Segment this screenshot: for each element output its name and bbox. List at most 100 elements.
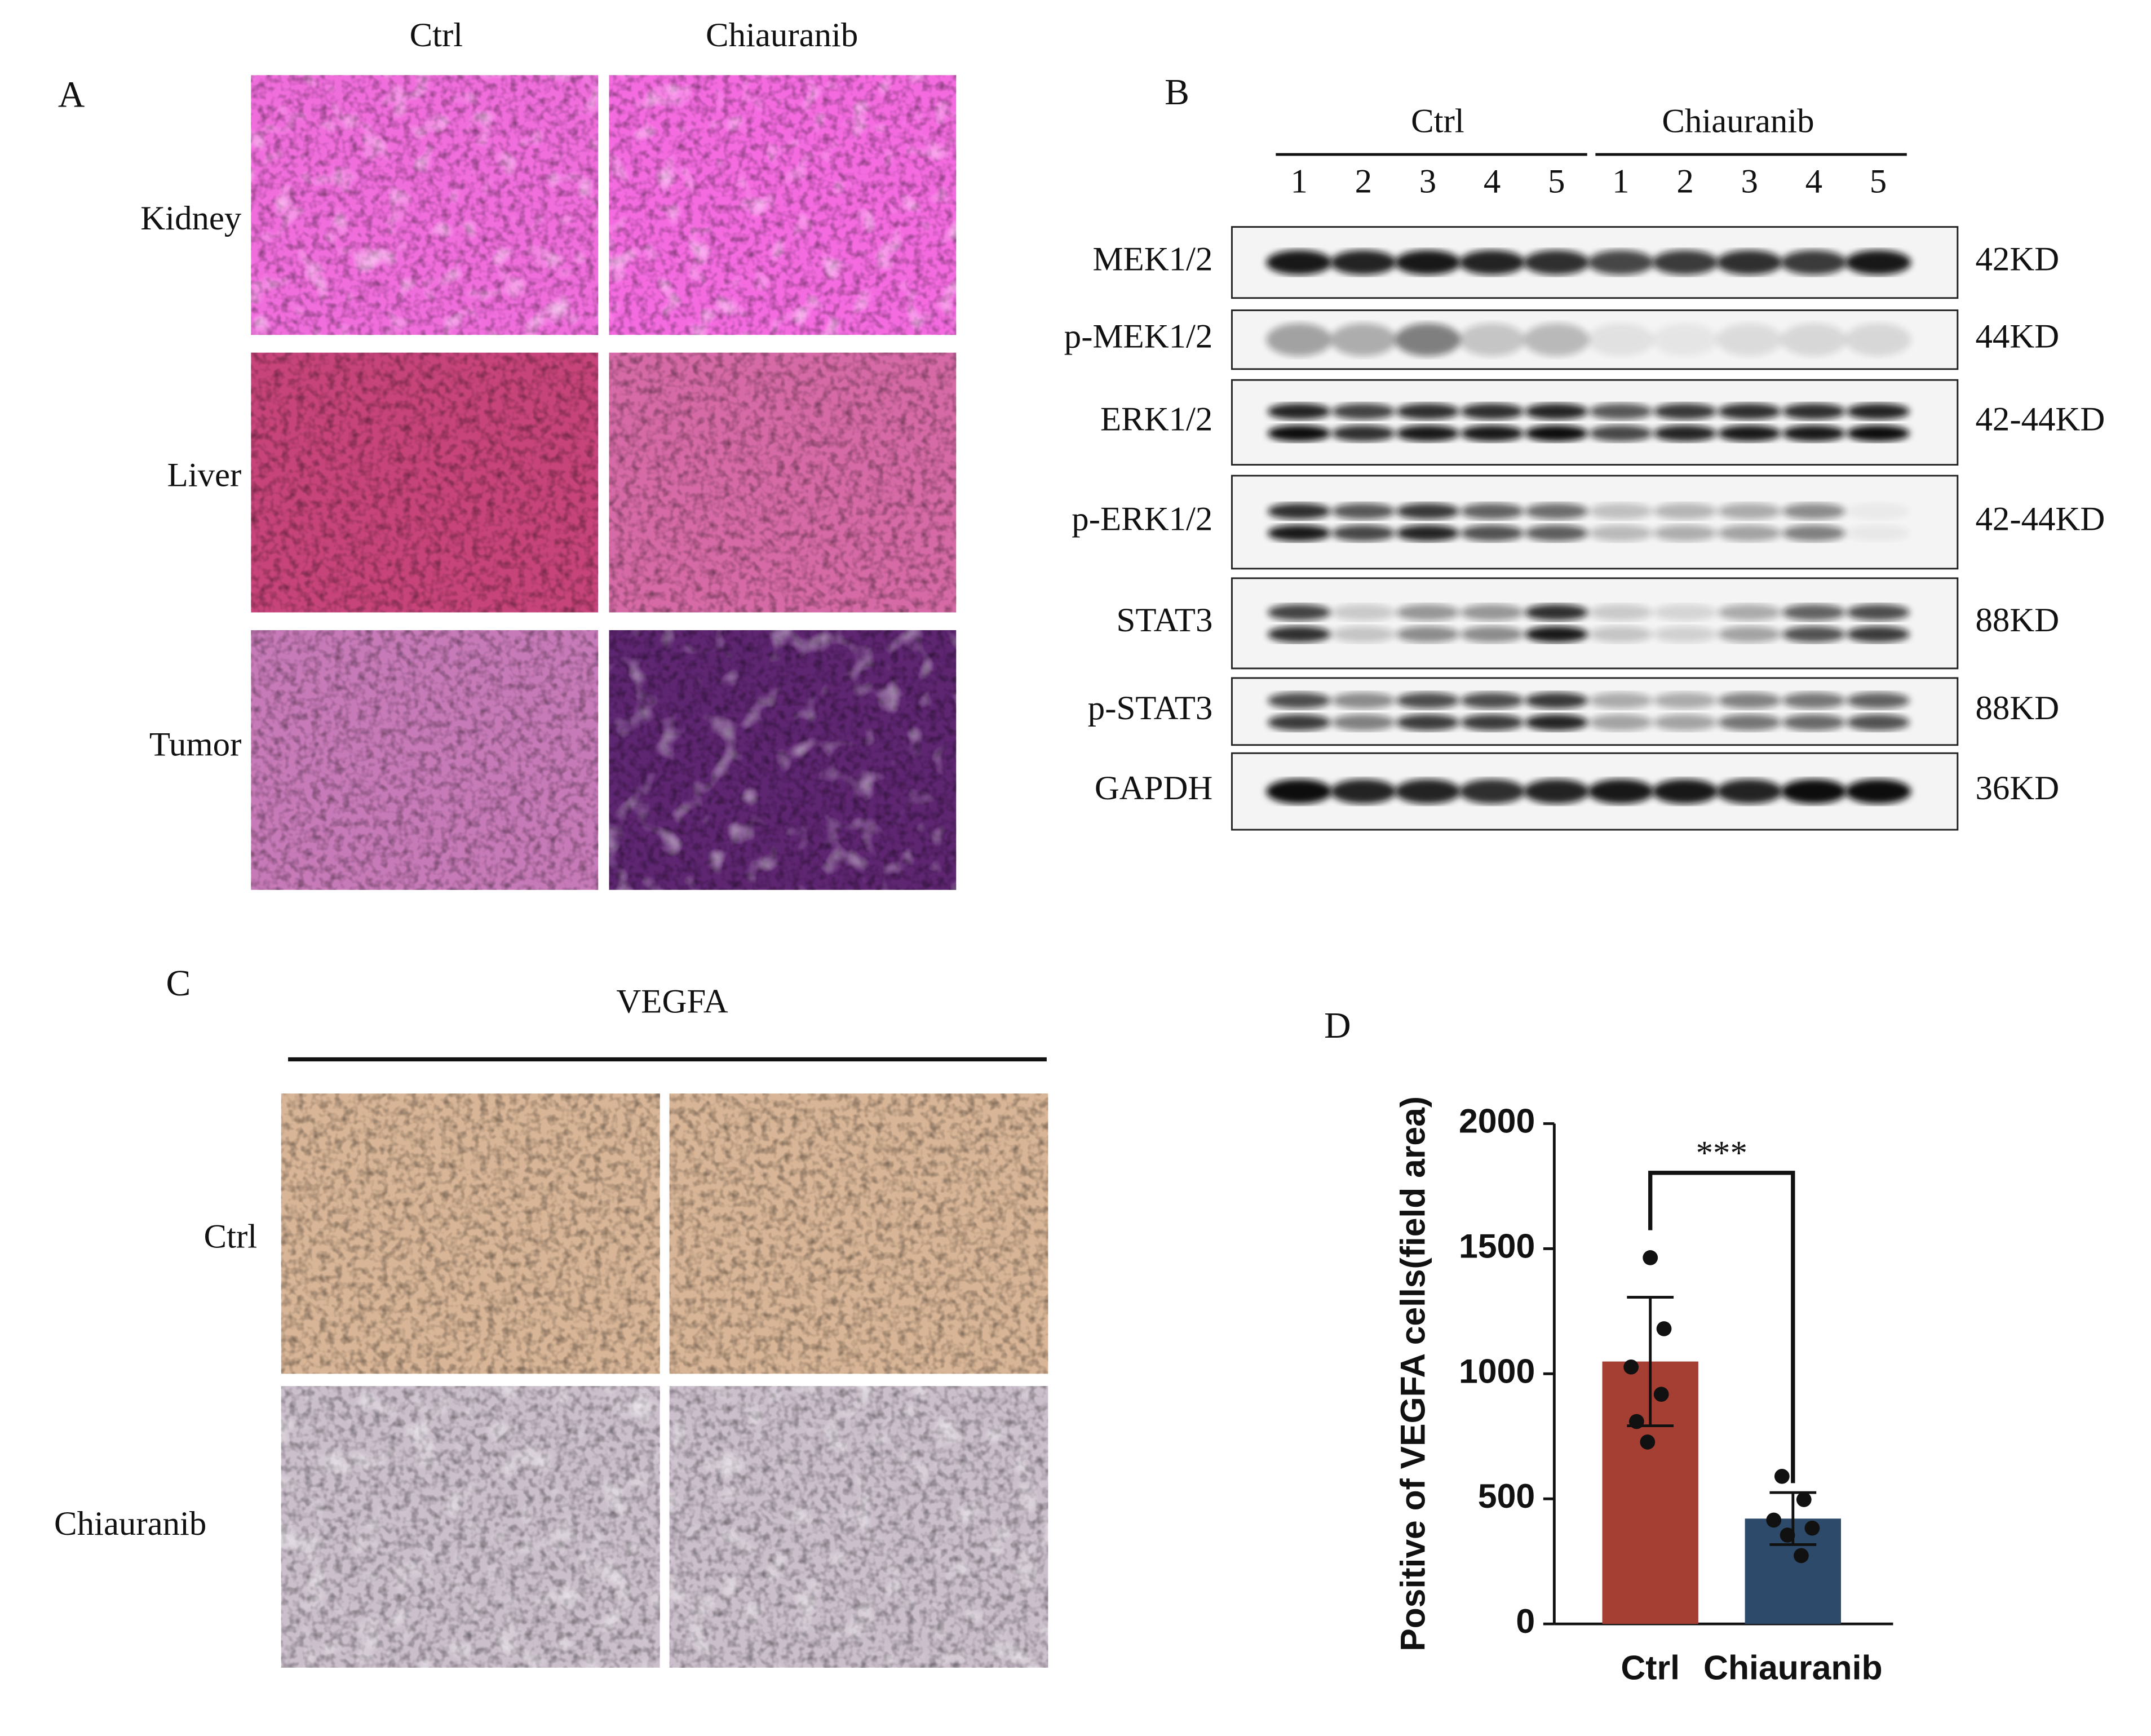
protein-label: STAT3	[1117, 601, 1213, 639]
blot-band	[1459, 250, 1525, 275]
lane-number: 3	[1741, 162, 1758, 200]
blot-band	[1267, 503, 1331, 520]
blot-band	[1589, 403, 1653, 420]
band-size: 88KD	[1975, 601, 2059, 639]
blot-band	[1718, 692, 1781, 709]
band-size: 42KD	[1975, 241, 2059, 278]
row-label: Liver	[167, 457, 242, 494]
band-size: 44KD	[1975, 318, 2059, 356]
row-label: Tumor	[149, 726, 241, 764]
blot-band	[1718, 503, 1781, 520]
blot-band	[1845, 323, 1911, 356]
data-point	[1766, 1512, 1782, 1528]
blot-band	[1589, 626, 1653, 643]
blot-band	[1396, 692, 1459, 709]
data-point	[1774, 1468, 1790, 1484]
micrograph-holes	[609, 630, 957, 890]
blot-band	[1523, 250, 1590, 275]
blot-band	[1395, 323, 1461, 356]
data-point	[1796, 1492, 1812, 1507]
column-header: Ctrl	[410, 16, 463, 54]
blot-band	[1460, 604, 1524, 621]
blot-band	[1395, 779, 1461, 804]
blot-band	[1652, 323, 1718, 356]
blot-band	[1525, 525, 1588, 542]
blot-band	[1396, 604, 1459, 621]
data-point	[1628, 1414, 1644, 1429]
blot-band	[1331, 604, 1395, 621]
data-point	[1804, 1520, 1820, 1536]
blot-band	[1589, 525, 1653, 542]
data-point	[1640, 1434, 1656, 1450]
blot-band	[1396, 403, 1459, 420]
blot-band	[1460, 525, 1524, 542]
protein-label: p-ERK1/2	[1072, 500, 1212, 538]
blot-band	[1653, 525, 1717, 542]
blot-band	[1782, 403, 1845, 420]
band-size: 42-44KD	[1975, 500, 2105, 538]
data-point	[1780, 1527, 1795, 1543]
blot-band	[1525, 503, 1588, 520]
blot-band	[1846, 604, 1910, 621]
blot-band	[1782, 604, 1845, 621]
blot-band	[1460, 626, 1524, 643]
micrograph-holes	[609, 75, 957, 335]
blot-band	[1331, 692, 1395, 709]
blot-band	[1459, 779, 1525, 804]
blot-band	[1267, 403, 1331, 420]
blot-band	[1525, 425, 1588, 442]
blot-band	[1331, 425, 1395, 442]
blot-band	[1846, 503, 1910, 520]
protein-label: p-MEK1/2	[1064, 318, 1213, 356]
blot-band	[1525, 403, 1588, 420]
protein-label: MEK1/2	[1092, 241, 1212, 278]
column-header: Chiauranib	[706, 16, 858, 54]
protein-label: ERK1/2	[1100, 400, 1212, 438]
x-tick-label: Chiauranib	[1703, 1649, 1883, 1687]
blot-band	[1331, 403, 1395, 420]
blot-band	[1266, 779, 1333, 804]
lane-number: 4	[1805, 162, 1822, 200]
blot-band	[1782, 425, 1845, 442]
blot-band	[1589, 503, 1653, 520]
blot-band	[1781, 323, 1847, 356]
lane-number: 1	[1290, 162, 1307, 200]
protein-label: p-STAT3	[1088, 689, 1213, 727]
blot-band	[1716, 323, 1783, 356]
y-tick-label: 2000	[1459, 1102, 1535, 1140]
blot-band	[1267, 692, 1331, 709]
blot-band	[1782, 525, 1845, 542]
blot-band	[1781, 250, 1847, 275]
data-point	[1794, 1548, 1809, 1564]
blot-band	[1267, 604, 1331, 621]
blot-band	[1525, 626, 1588, 643]
blot-band	[1523, 323, 1590, 356]
lane-number: 5	[1548, 162, 1565, 200]
panel-label: A	[58, 75, 85, 116]
micrograph-texture	[251, 630, 599, 890]
blot-band	[1460, 503, 1524, 520]
y-tick-label: 1000	[1459, 1352, 1535, 1390]
significance-label: ***	[1696, 1135, 1747, 1172]
blot-frame	[1231, 475, 1959, 570]
panel-label: B	[1165, 72, 1189, 113]
blot-band	[1653, 503, 1717, 520]
blot-band	[1396, 714, 1459, 731]
blot-band	[1460, 425, 1524, 442]
blot-band	[1782, 503, 1845, 520]
blot-band	[1587, 250, 1654, 275]
blot-band	[1523, 779, 1590, 804]
micrograph-texture	[281, 1093, 660, 1374]
blot-band	[1718, 604, 1781, 621]
blot-band	[1718, 626, 1781, 643]
blot-band	[1716, 250, 1783, 275]
blot-band	[1331, 626, 1395, 643]
micrograph-texture	[609, 352, 957, 613]
data-point	[1656, 1321, 1672, 1336]
blot-band	[1652, 779, 1718, 804]
row-label: Chiauranib	[54, 1505, 206, 1543]
blot-band	[1846, 525, 1910, 542]
blot-band	[1396, 503, 1459, 520]
blot-band	[1395, 250, 1461, 275]
